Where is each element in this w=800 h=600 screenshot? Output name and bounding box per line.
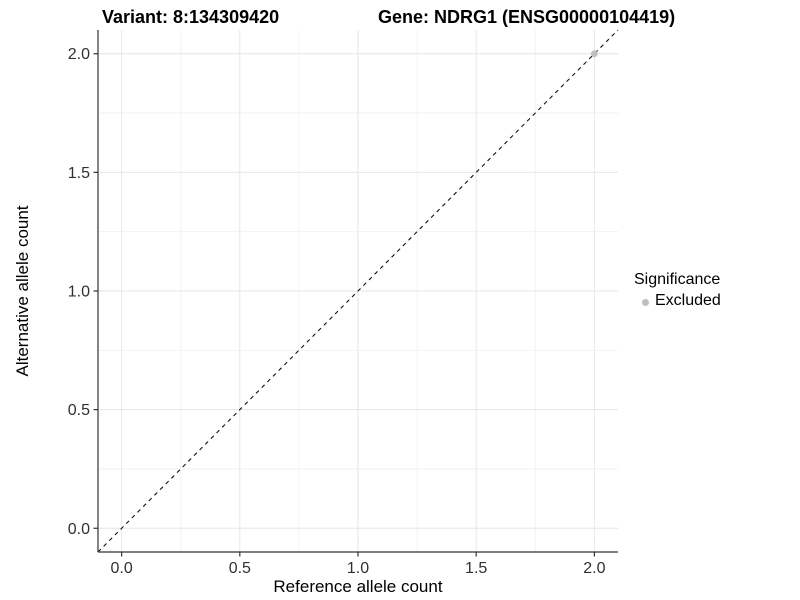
y-tick-label: 1.5	[68, 165, 90, 182]
y-axis-title: Alternative allele count	[13, 205, 32, 376]
plot-title-variant: Variant: 8:134309420	[102, 7, 280, 27]
y-tick-label: 0.0	[68, 521, 90, 538]
excluded-point-icon	[642, 298, 649, 306]
x-axis-title: Reference allele count	[273, 577, 442, 596]
legend: Significance Excluded	[634, 271, 721, 310]
x-tick-label: 0.5	[229, 560, 251, 577]
x-tick-label: 2.0	[583, 560, 605, 577]
y-tick-label: 1.0	[68, 284, 90, 301]
identity-line	[97, 29, 619, 553]
legend-title: Significance	[634, 271, 721, 288]
legend-item-label: Excluded	[655, 292, 721, 309]
data-point	[590, 50, 598, 58]
y-tick-label: 0.5	[68, 402, 90, 419]
x-tick-label: 1.0	[347, 560, 369, 577]
y-tick-label: 2.0	[68, 46, 90, 63]
x-tick-label: 0.0	[111, 560, 133, 577]
plot-title-gene: Gene: NDRG1 (ENSG00000104419)	[378, 7, 676, 27]
legend-item-excluded: Excluded	[634, 292, 721, 310]
x-tick-label: 1.5	[465, 560, 487, 577]
